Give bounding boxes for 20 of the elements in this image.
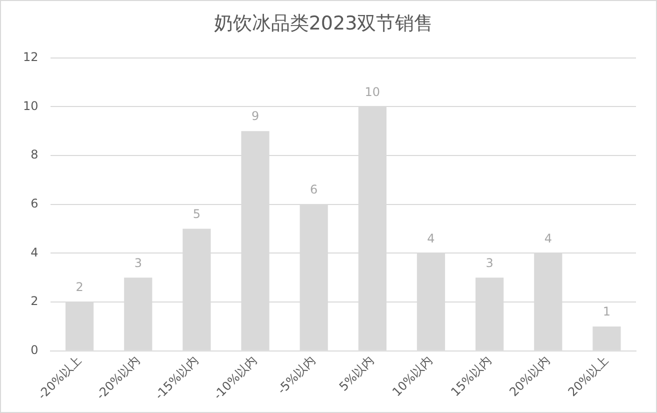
y-tick-label: 6	[30, 196, 38, 210]
data-label: 10	[364, 84, 380, 99]
y-tick-label: 0	[30, 343, 38, 358]
data-label: 2	[76, 280, 84, 294]
y-tick-label: 10	[22, 98, 38, 113]
data-label: 9	[251, 109, 260, 124]
y-tick-label: 12	[22, 50, 38, 64]
chart-title: 奶饮冰品类2023双节销售	[214, 12, 434, 34]
y-tick-label: 8	[30, 148, 38, 162]
y-tick-label: 4	[30, 245, 38, 260]
data-label: 6	[310, 182, 318, 196]
data-label: 3	[134, 256, 142, 270]
data-label: 4	[427, 231, 435, 246]
data-label: 4	[544, 231, 552, 246]
y-tick-label: 2	[30, 294, 38, 308]
x-tick-label: -5%以内	[274, 353, 318, 397]
x-tick-label: 5%以内	[336, 353, 377, 394]
data-label: 1	[602, 304, 611, 319]
data-label: 3	[486, 256, 494, 270]
data-label: 5	[192, 206, 201, 221]
